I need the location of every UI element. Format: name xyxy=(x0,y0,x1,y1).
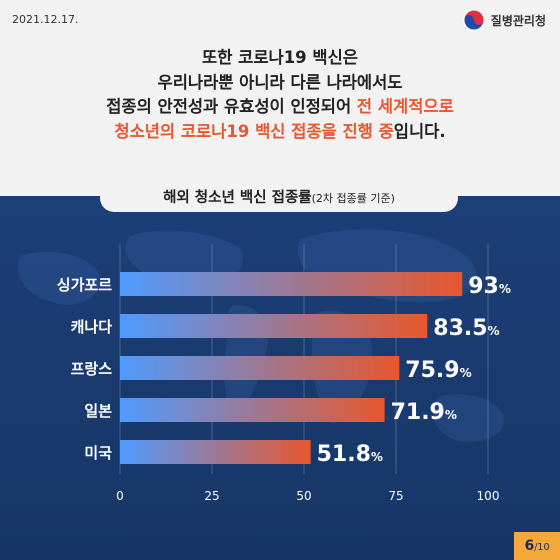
org-name: 질병관리청 xyxy=(490,13,546,28)
taegeuk-logo-icon xyxy=(463,9,485,31)
value-label: 83.5% xyxy=(433,316,499,341)
bar-3 xyxy=(120,356,400,380)
category-label: 프랑스 xyxy=(71,360,113,378)
value-unit: % xyxy=(445,408,457,422)
value-number: 93 xyxy=(468,274,499,299)
headline-line-2: 우리나라뿐 아니라 다른 나라에서도 xyxy=(157,72,403,92)
bar-5 xyxy=(120,440,311,464)
value-label: 75.9% xyxy=(405,358,471,383)
headline-line-4-text: 입니다. xyxy=(393,121,446,141)
x-tick-label: 0 xyxy=(116,489,124,503)
x-tick-label: 25 xyxy=(204,489,219,503)
category-label: 캐나다 xyxy=(71,318,113,336)
page-current: 6 xyxy=(524,538,535,554)
category-label: 미국 xyxy=(84,444,112,462)
category-label: 싱가포르 xyxy=(57,276,112,294)
headline-line-3: 접종의 안전성과 유효성이 인정되어 전 세계적으로 xyxy=(0,95,560,120)
org-logo: 질병관리청 xyxy=(463,9,546,31)
value-unit: % xyxy=(488,324,500,338)
tick-layer: 0 25 50 75 100 xyxy=(116,489,499,503)
value-number: 51.8 xyxy=(317,442,371,467)
value-number: 83.5 xyxy=(433,316,487,341)
bar-2 xyxy=(120,314,428,338)
category-label: 일본 xyxy=(84,402,112,420)
header-area: 2021.12.17. 질병관리청 또한 코로나19 백신은 우리나라뿐 아니라… xyxy=(0,0,560,196)
value-number: 75.9 xyxy=(405,358,459,383)
value-label: 51.8% xyxy=(317,442,383,467)
value-number: 71.9 xyxy=(391,400,445,425)
bar-layer: 싱가포르 93% 캐나다 83.5% 프랑스 75.9% 일본 71.9% 미국 51.8% xyxy=(57,272,511,467)
bar-chart: 싱가포르 93% 캐나다 83.5% 프랑스 75.9% 일본 71.9% 미국 51.8% 0 2… xyxy=(17,229,511,503)
headline-line-3-highlight: 전 세계적으로 xyxy=(356,97,454,116)
value-unit: % xyxy=(499,282,511,296)
chart-title-pill: 해외 청소년 백신 접종률(2차 접종률 기준) xyxy=(100,184,458,212)
headline-line-4: 청소년의 코로나19 백신 접종을 진행 중입니다. xyxy=(0,120,560,145)
value-label: 71.9% xyxy=(391,400,457,425)
headline-line-4-highlight: 청소년의 코로나19 백신 접종을 진행 중 xyxy=(114,121,394,141)
headline: 또한 코로나19 백신은 우리나라뿐 아니라 다른 나라에서도 접종의 안전성과… xyxy=(0,46,560,144)
value-label: 93% xyxy=(468,274,511,299)
publish-date: 2021.12.17. xyxy=(12,13,79,26)
chart-subtitle: (2차 접종률 기준) xyxy=(311,192,395,205)
x-tick-label: 50 xyxy=(296,489,311,503)
x-tick-label: 75 xyxy=(388,489,403,503)
headline-line-3-text: 접종의 안전성과 유효성이 인정되어 xyxy=(106,97,357,116)
page-indicator: 6/10 xyxy=(514,532,560,560)
value-unit: % xyxy=(460,366,472,380)
bar-4 xyxy=(120,398,385,422)
bar-1 xyxy=(120,272,463,296)
page-total: /10 xyxy=(534,542,550,553)
headline-line-1: 또한 코로나19 백신은 xyxy=(202,48,358,67)
chart-title: 해외 청소년 백신 접종률 xyxy=(163,190,312,206)
x-tick-label: 100 xyxy=(477,489,500,503)
value-unit: % xyxy=(371,450,383,464)
